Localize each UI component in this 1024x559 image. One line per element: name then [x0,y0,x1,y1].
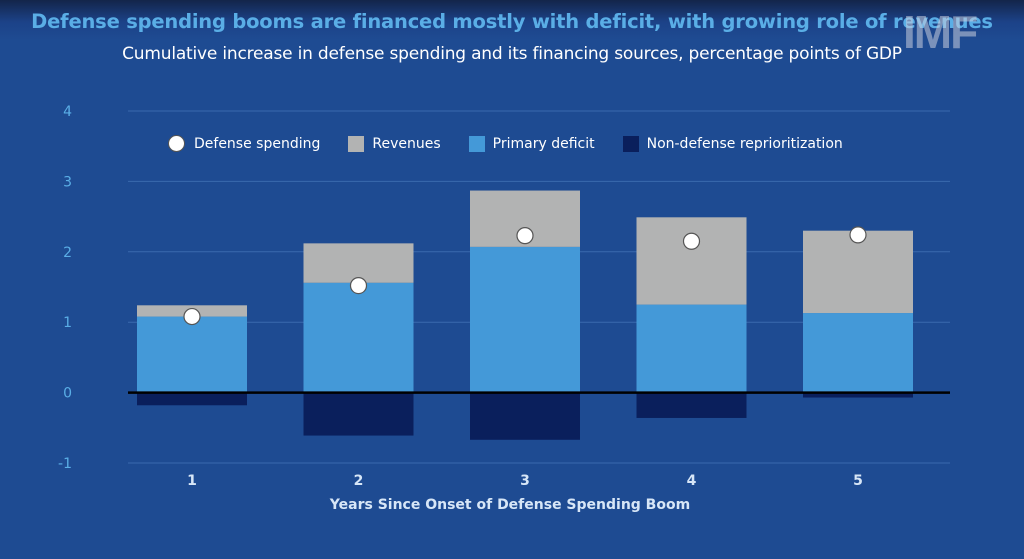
y-tick-label: 1 [63,315,72,331]
x-tick-label: 5 [853,473,863,489]
x-tick-label: 4 [687,473,697,489]
defense-spending-marker [349,276,368,295]
bar-primary-deficit [137,316,247,393]
x-tick-label: 2 [354,473,364,489]
legend-label: Revenues [372,135,441,152]
x-axis-ticks: 1 2 3 4 5 [187,473,863,489]
bar-non-defense-reprioritization [636,392,747,418]
legend-item-defense-spending: Defense spending [168,135,320,152]
bar-non-defense-reprioritization [803,392,913,398]
bar-primary-deficit [470,246,580,393]
x-tick-label: 1 [187,473,197,489]
legend-label: Primary deficit [492,135,595,152]
legend-item-non-defense-reprioritization: Non-defense reprioritization [622,135,843,152]
chart-title: Defense spending booms are financed most… [31,10,993,33]
defense-spending-marker [682,232,701,250]
bars [137,190,913,440]
legend-swatch-icon [348,135,365,152]
x-axis-label: Years Since Onset of Defense Spending Bo… [329,497,691,513]
defense-spending-markers [183,226,867,326]
bar-primary-deficit [636,304,747,393]
bar-revenues [803,230,913,314]
x-tick-label: 3 [520,473,530,489]
legend: Defense spending Revenues Primary defici… [168,135,871,152]
y-tick-label: -1 [58,456,72,472]
legend-swatch-icon [468,135,485,152]
legend-label: Non-defense reprioritization [646,135,843,152]
legend-swatch-icon [622,135,639,152]
bar-non-defense-reprioritization [137,392,247,406]
y-tick-label: 0 [63,386,72,402]
bar-revenues [636,217,747,305]
y-tick-label: 4 [63,104,72,120]
legend-marker-icon [168,135,185,152]
bar-primary-deficit [303,282,414,393]
defense-spending-marker [183,307,201,326]
legend-item-revenues: Revenues [348,135,441,152]
defense-spending-marker [516,227,534,245]
imf-watermark-logo: IMF [903,6,978,58]
chart-subtitle: Cumulative increase in defense spending … [122,44,902,64]
bar-revenues [303,243,414,283]
bar-non-defense-reprioritization [470,392,580,440]
y-tick-label: 3 [63,174,72,190]
y-tick-label: 2 [63,245,72,261]
y-axis-ticks: 4 3 2 1 0 -1 [58,104,72,472]
bar-non-defense-reprioritization [303,392,414,436]
legend-label: Defense spending [194,135,321,152]
legend-item-primary-deficit: Primary deficit [468,135,595,152]
defense-spending-marker [849,226,867,244]
bar-primary-deficit [803,313,913,393]
